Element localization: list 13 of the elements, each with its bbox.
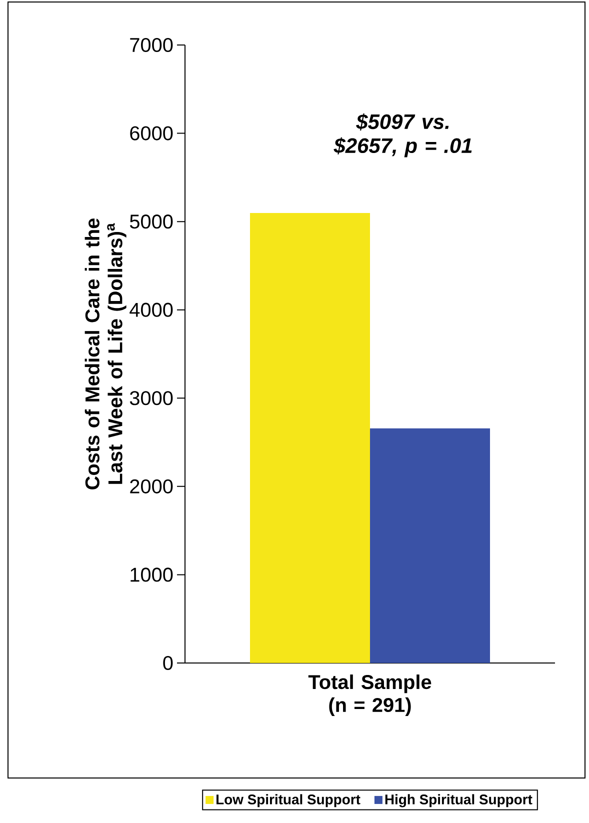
y-tick-label: 5000 [130,214,173,229]
y-tick-label: 4000 [130,302,173,317]
legend-label: Low Spiritual Support [216,794,360,808]
y-tick-label: 7000 [130,38,173,52]
x-tick-label: Total Sample (n = 291) [308,674,432,716]
y-axis-title: Costs of Medical Care in the Last Week of Life (Dollars)$^{a}$ [84,218,126,490]
y-tick-label: 3000 [130,391,173,406]
y-tick-label: 6000 [130,126,173,140]
legend-label: High Spiritual Support [385,794,532,808]
y-tick-label: 1000 [130,568,173,582]
y-tick-label: 2000 [130,479,173,494]
annotation: $5097 vs. $2657, p = .01 [334,113,472,158]
y-tick-label: 0 [163,656,173,670]
